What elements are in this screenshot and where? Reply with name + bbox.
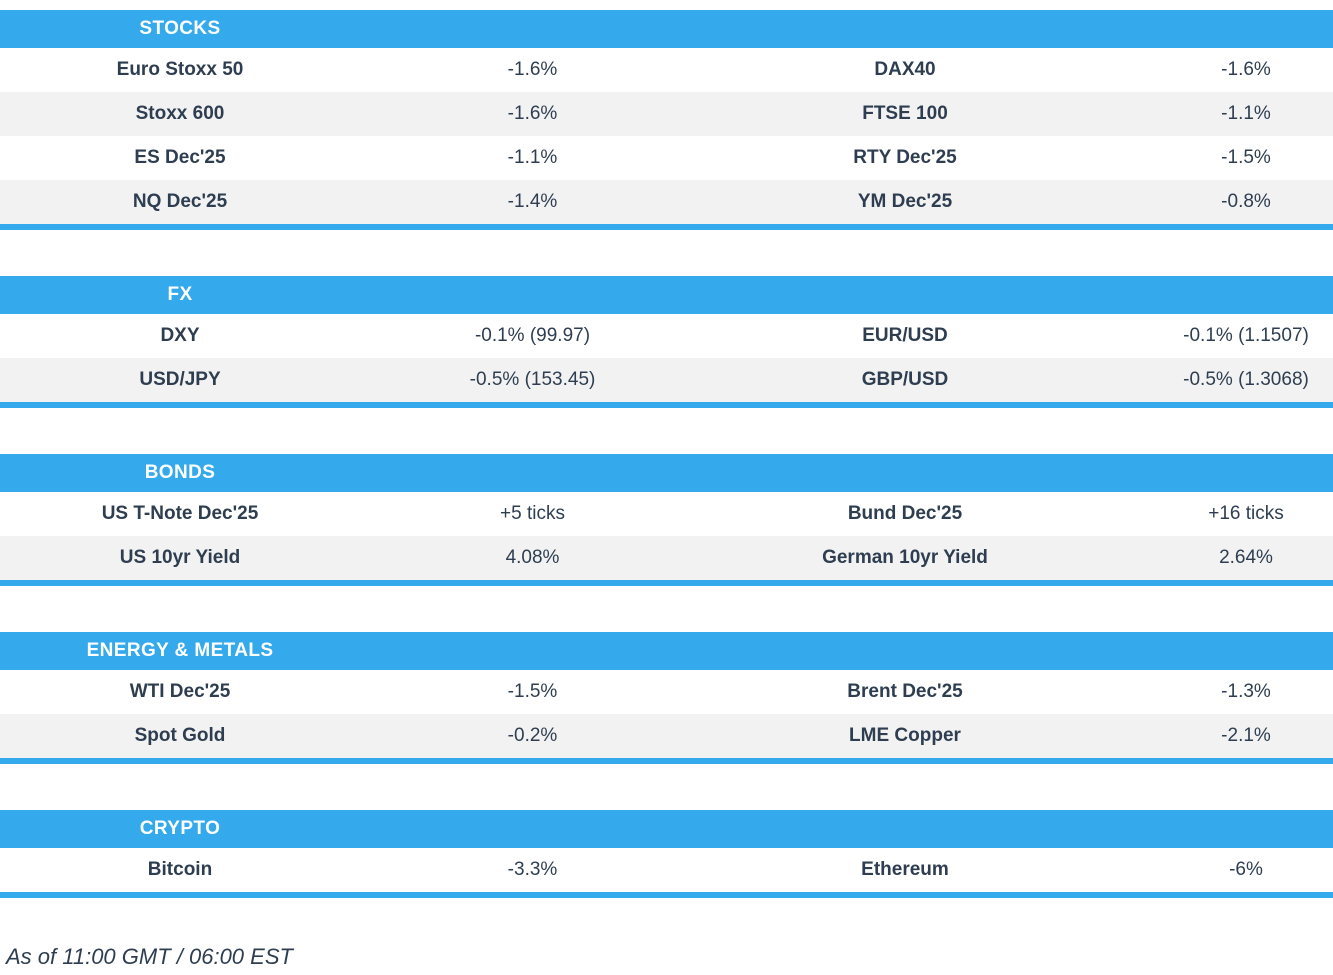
instrument-value: -2.1% (1221, 725, 1271, 746)
instrument-value: -1.5% (1221, 147, 1271, 168)
section-header: ENERGY & METALS (0, 632, 1333, 670)
instrument-label: YM Dec'25 (857, 191, 953, 212)
section-rows: WTI Dec'25 -1.5% Brent Dec'25 -1.3% Spot… (0, 670, 1333, 758)
instrument-label: GBP/USD (861, 369, 949, 390)
instrument-value: +5 ticks (500, 503, 565, 524)
section-title: ENERGY & METALS (86, 640, 274, 661)
instrument-value: -1.6% (507, 59, 558, 80)
instrument-value: -0.5% (153.45) (469, 369, 596, 390)
section-bottom-bar (0, 402, 1333, 408)
instrument-label: Stoxx 600 (135, 103, 225, 124)
section-bottom-bar (0, 892, 1333, 898)
instrument-value: -0.1% (1.1507) (1183, 325, 1309, 346)
instrument-value: -1.1% (1221, 103, 1271, 124)
market-section: BONDS US T-Note Dec'25 +5 ticks Bund Dec… (0, 454, 1333, 586)
instrument-label: Euro Stoxx 50 (116, 59, 244, 80)
section-bottom-bar (0, 580, 1333, 586)
instrument-label: WTI Dec'25 (129, 681, 231, 702)
table-row: NQ Dec'25 -1.4% YM Dec'25 -0.8% (0, 180, 1333, 224)
table-row: DXY -0.1% (99.97) EUR/USD -0.1% (1.1507) (0, 314, 1333, 358)
section-header: CRYPTO (0, 810, 1333, 848)
instrument-label: Ethereum (861, 859, 949, 880)
instrument-label: US T-Note Dec'25 (101, 503, 259, 524)
instrument-value: 4.08% (505, 547, 560, 568)
instrument-label: US 10yr Yield (119, 547, 241, 568)
as-of-timestamp: As of 11:00 GMT / 06:00 EST (6, 944, 293, 969)
instrument-label: LME Copper (849, 725, 961, 746)
market-section: STOCKS Euro Stoxx 50 -1.6% DAX40 -1.6% S… (0, 10, 1333, 230)
table-row: ES Dec'25 -1.1% RTY Dec'25 -1.5% (0, 136, 1333, 180)
instrument-value: 2.64% (1219, 547, 1273, 568)
section-header: BONDS (0, 454, 1333, 492)
table-row: US 10yr Yield 4.08% German 10yr Yield 2.… (0, 536, 1333, 580)
instrument-label: DAX40 (874, 59, 936, 80)
section-title: BONDS (144, 462, 216, 483)
section-header: FX (0, 276, 1333, 314)
instrument-label: Spot Gold (134, 725, 226, 746)
instrument-label: FTSE 100 (862, 103, 948, 124)
section-title: CRYPTO (139, 818, 221, 839)
instrument-value: -1.6% (507, 103, 558, 124)
table-row: Stoxx 600 -1.6% FTSE 100 -1.1% (0, 92, 1333, 136)
market-section: ENERGY & METALS WTI Dec'25 -1.5% Brent D… (0, 632, 1333, 764)
instrument-value: -3.3% (507, 859, 558, 880)
market-section: FX DXY -0.1% (99.97) EUR/USD -0.1% (1.15… (0, 276, 1333, 408)
table-row: Euro Stoxx 50 -1.6% DAX40 -1.6% (0, 48, 1333, 92)
table-row: USD/JPY -0.5% (153.45) GBP/USD -0.5% (1.… (0, 358, 1333, 402)
section-rows: Bitcoin -3.3% Ethereum -6% (0, 848, 1333, 892)
instrument-label: Brent Dec'25 (847, 681, 963, 702)
instrument-label: DXY (160, 325, 200, 346)
table-row: WTI Dec'25 -1.5% Brent Dec'25 -1.3% (0, 670, 1333, 714)
instrument-value: -0.2% (507, 725, 558, 746)
instrument-value: -0.1% (99.97) (474, 325, 591, 346)
section-header: STOCKS (0, 10, 1333, 48)
section-title: STOCKS (139, 18, 221, 39)
instrument-value: -1.6% (1221, 59, 1271, 80)
instrument-value: -1.3% (1221, 681, 1271, 702)
instrument-label: USD/JPY (139, 369, 221, 390)
section-rows: DXY -0.1% (99.97) EUR/USD -0.1% (1.1507)… (0, 314, 1333, 402)
section-title: FX (167, 284, 193, 305)
section-rows: US T-Note Dec'25 +5 ticks Bund Dec'25 +1… (0, 492, 1333, 580)
instrument-label: ES Dec'25 (134, 147, 226, 168)
instrument-value: -0.8% (1221, 191, 1271, 212)
instrument-label: German 10yr Yield (822, 547, 988, 568)
instrument-value: -1.1% (507, 147, 558, 168)
table-row: Spot Gold -0.2% LME Copper -2.1% (0, 714, 1333, 758)
market-tables: STOCKS Euro Stoxx 50 -1.6% DAX40 -1.6% S… (0, 10, 1333, 898)
instrument-value: -6% (1229, 859, 1263, 880)
section-bottom-bar (0, 224, 1333, 230)
section-bottom-bar (0, 758, 1333, 764)
section-rows: Euro Stoxx 50 -1.6% DAX40 -1.6% Stoxx 60… (0, 48, 1333, 224)
instrument-value: -0.5% (1.3068) (1183, 369, 1309, 390)
instrument-value: +16 ticks (1208, 503, 1284, 524)
instrument-value: -1.4% (507, 191, 558, 212)
instrument-label: Bitcoin (147, 859, 213, 880)
instrument-label: Bund Dec'25 (847, 503, 963, 524)
table-row: Bitcoin -3.3% Ethereum -6% (0, 848, 1333, 892)
table-row: US T-Note Dec'25 +5 ticks Bund Dec'25 +1… (0, 492, 1333, 536)
instrument-label: RTY Dec'25 (853, 147, 957, 168)
market-section: CRYPTO Bitcoin -3.3% Ethereum -6% (0, 810, 1333, 898)
instrument-value: -1.5% (507, 681, 558, 702)
instrument-label: EUR/USD (862, 325, 948, 346)
instrument-label: NQ Dec'25 (132, 191, 228, 212)
